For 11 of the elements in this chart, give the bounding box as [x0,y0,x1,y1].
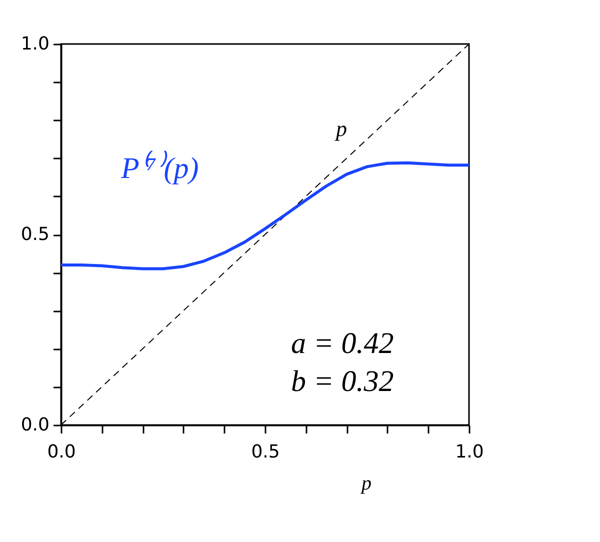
text: P⁽⁷⁾(p) [120,150,199,185]
x-tick-label: 0.5 [251,442,280,462]
annotation: b = 0.32 [291,365,394,398]
y-tick-label: 0.5 [20,224,50,245]
x-tick-label: 0.0 [47,442,76,462]
y-tick-label: 1.0 [20,34,50,54]
x-tick-label: 1.0 [455,442,484,462]
series-label: p [334,116,347,141]
x-axis-title: p [360,472,372,494]
y-tick-label: 0.0 [20,414,50,436]
annotation: a = 0.42 [291,327,394,360]
